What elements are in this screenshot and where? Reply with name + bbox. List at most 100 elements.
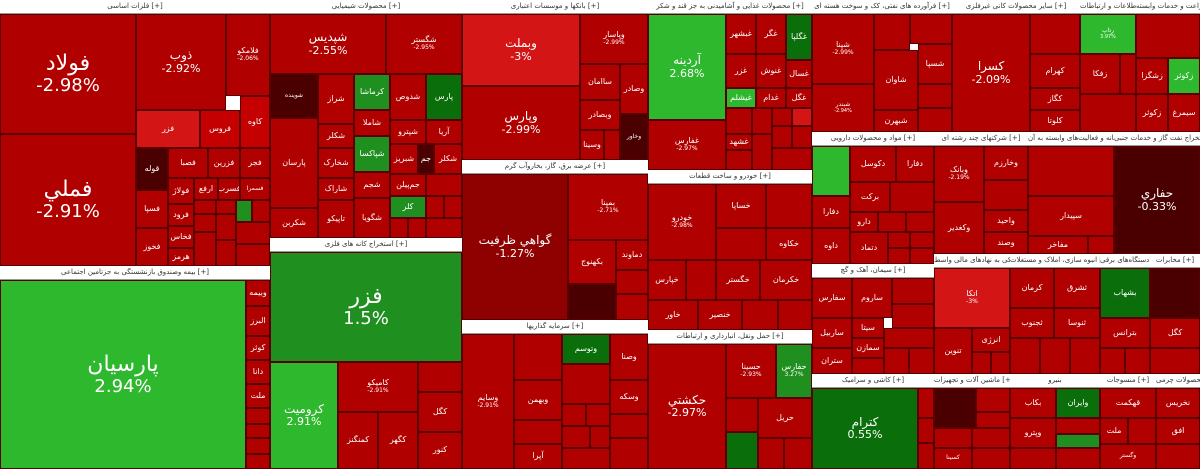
treemap-tile[interactable]: شراز — [318, 74, 354, 124]
treemap-tile[interactable]: داوه — [812, 228, 850, 264]
treemap-tile[interactable]: ثنوسا — [1054, 308, 1100, 338]
treemap-tile[interactable] — [194, 214, 216, 232]
treemap-tile[interactable] — [892, 278, 934, 304]
treemap-tile[interactable]: وصنا — [610, 334, 648, 380]
treemap-tile[interactable]: بکهنوج — [568, 240, 616, 284]
treemap-tile[interactable] — [590, 426, 610, 448]
treemap-tile[interactable]: فسرب — [218, 178, 240, 200]
treemap-tile[interactable] — [246, 438, 270, 454]
treemap-tile[interactable]: قهکمت — [1100, 388, 1156, 418]
treemap-tile[interactable]: ساروم — [852, 278, 892, 318]
treemap-tile[interactable]: قوله — [136, 148, 168, 190]
treemap-tile[interactable]: وصادر — [620, 64, 648, 114]
sector-title[interactable]: خودرو و ساخت قطعات [+] — [648, 170, 812, 184]
treemap-tile[interactable]: وکغدیر — [934, 202, 984, 254]
treemap-tile[interactable]: جم‌پیلن — [390, 174, 426, 196]
treemap-tile[interactable] — [246, 454, 270, 469]
treemap-tile[interactable] — [972, 448, 1010, 469]
treemap-tile[interactable] — [910, 248, 934, 264]
treemap-tile[interactable] — [1120, 54, 1136, 94]
treemap-tile[interactable]: شپاکسا — [354, 136, 390, 172]
treemap-tile[interactable] — [784, 438, 812, 469]
treemap-tile[interactable]: خنصیر — [698, 300, 742, 330]
treemap-tile[interactable] — [568, 284, 616, 320]
treemap-tile[interactable]: فخوز — [136, 228, 168, 266]
treemap-tile[interactable]: شخارک — [318, 148, 354, 178]
treemap-tile[interactable]: کگاز — [1030, 88, 1080, 110]
treemap-tile[interactable] — [726, 398, 758, 432]
treemap-tile[interactable]: وخارزم — [984, 146, 1028, 180]
treemap-tile[interactable]: خکاوه — [766, 228, 812, 260]
treemap-tile[interactable] — [852, 358, 884, 374]
treemap-tile[interactable]: خودرو -2.98% — [648, 184, 716, 260]
treemap-tile[interactable] — [604, 130, 620, 160]
treemap-tile[interactable] — [906, 212, 934, 232]
treemap-tile[interactable] — [1150, 268, 1200, 318]
treemap-tile[interactable]: خپارس — [648, 260, 686, 300]
treemap-tile[interactable]: وایران — [1056, 388, 1100, 418]
treemap-tile[interactable] — [792, 108, 812, 126]
treemap-tile[interactable]: پارسان — [270, 118, 318, 208]
treemap-tile[interactable]: حریل — [758, 398, 812, 438]
treemap-tile[interactable]: کگل — [1150, 318, 1200, 348]
treemap-tile[interactable]: فخاس — [168, 226, 194, 248]
treemap-tile[interactable] — [426, 196, 444, 218]
treemap-tile[interactable]: زشگزا — [1136, 58, 1168, 94]
treemap-tile[interactable]: ثشرق — [1054, 268, 1100, 308]
treemap-tile[interactable] — [918, 84, 952, 108]
treemap-tile[interactable]: کرماشا — [354, 74, 390, 110]
treemap-tile[interactable]: نخریس — [1156, 388, 1200, 418]
treemap-tile[interactable]: رتاپ 3.97% — [1080, 14, 1136, 54]
treemap-tile[interactable] — [216, 214, 236, 240]
treemap-tile[interactable] — [1128, 418, 1156, 444]
treemap-tile[interactable]: آردینه 2.68% — [648, 14, 726, 120]
treemap-tile[interactable]: فروس — [200, 110, 240, 148]
treemap-tile[interactable]: البرز — [246, 306, 270, 336]
sector-title[interactable]: بنیرو — [1010, 374, 1100, 388]
treemap-tile[interactable]: دماوند — [616, 240, 648, 270]
treemap-tile[interactable]: کنور — [418, 432, 462, 469]
sector-title[interactable]: رایانه و فعالیت‌های وابسته به آن [+] — [1028, 132, 1114, 146]
treemap-tile[interactable] — [984, 180, 1028, 210]
treemap-tile[interactable] — [562, 404, 586, 426]
treemap-tile[interactable]: شبریز — [390, 144, 418, 174]
treemap-tile[interactable]: کروميت 2.91% — [270, 362, 338, 469]
treemap-tile[interactable]: وگستر — [1100, 444, 1156, 469]
treemap-tile[interactable]: جم — [418, 144, 434, 174]
treemap-tile[interactable] — [918, 388, 934, 418]
sector-title[interactable]: سایر محصولات کانی غیرفلزی [+] — [952, 0, 1080, 14]
treemap-tile[interactable]: کسرا -2.09% — [952, 14, 1030, 132]
treemap-tile[interactable]: شکلر — [434, 144, 462, 174]
treemap-tile[interactable]: کلر — [390, 196, 426, 218]
treemap-tile[interactable]: کگهر — [378, 412, 418, 469]
treemap-tile[interactable] — [616, 270, 648, 294]
treemap-tile[interactable] — [586, 404, 610, 426]
treemap-tile[interactable] — [1010, 448, 1056, 469]
treemap-tile[interactable] — [562, 426, 590, 448]
treemap-tile[interactable]: غگر — [756, 14, 786, 54]
sector-title[interactable]: منسوجات [+] — [1100, 374, 1156, 388]
treemap-tile[interactable] — [910, 232, 934, 248]
treemap-tile[interactable]: زکوثر — [1136, 94, 1168, 132]
treemap-tile[interactable] — [616, 294, 648, 320]
treemap-tile[interactable] — [1028, 146, 1114, 196]
treemap-tile[interactable]: وپاسار -2.99% — [580, 14, 648, 64]
treemap-tile[interactable]: ستران — [812, 348, 852, 374]
treemap-tile[interactable]: پارسيان 2.94% — [0, 280, 246, 469]
treemap-tile[interactable]: غنوش — [756, 54, 786, 88]
treemap-tile[interactable] — [426, 174, 462, 196]
treemap-tile[interactable]: شگویا — [354, 198, 390, 238]
treemap-tile[interactable] — [972, 428, 1010, 448]
treemap-tile[interactable]: حفاري -0.33% — [1114, 146, 1200, 254]
sector-title[interactable]: مواد و محصولات دارویی [+] — [812, 132, 934, 146]
treemap-tile[interactable]: فزرین — [208, 148, 240, 178]
treemap-tile[interactable]: فولاد -2.98% — [0, 14, 136, 134]
treemap-tile[interactable]: آریا — [426, 120, 462, 144]
treemap-tile[interactable] — [236, 244, 270, 266]
treemap-tile[interactable]: ساامان — [580, 64, 620, 100]
treemap-tile[interactable]: کگل — [418, 392, 462, 432]
treemap-tile[interactable] — [909, 348, 934, 374]
treemap-tile[interactable]: حسینا -2.93% — [726, 344, 776, 398]
treemap-tile[interactable] — [890, 182, 934, 212]
treemap-tile[interactable]: خساپا — [716, 184, 766, 228]
